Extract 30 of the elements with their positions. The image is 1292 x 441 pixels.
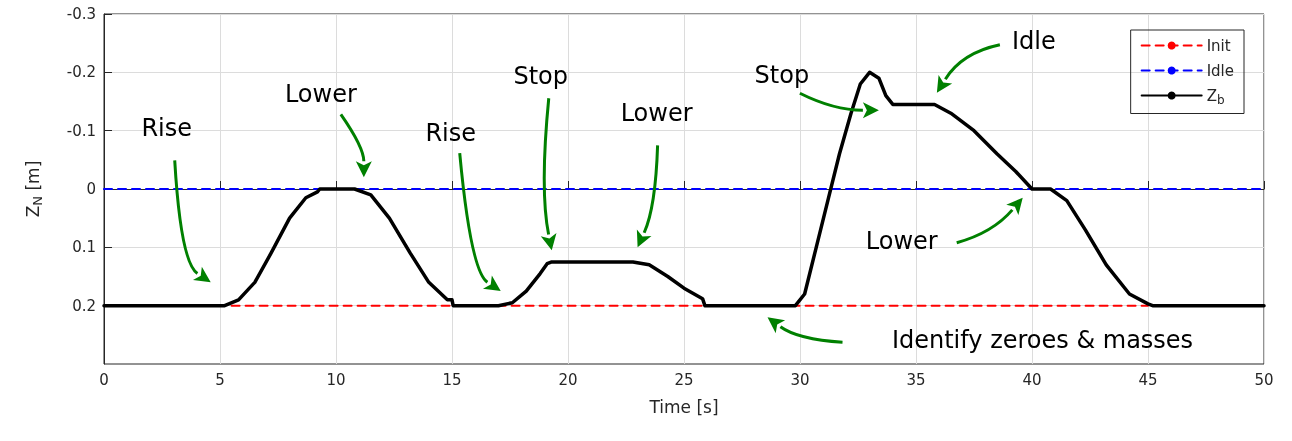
y-tick-label: 0.1 — [72, 238, 96, 257]
annotation: Rise — [425, 119, 477, 148]
annotation: Stop — [754, 61, 810, 90]
x-tick-label: 40 — [1022, 370, 1042, 389]
annotation: Identify zeroes & masses — [891, 326, 1194, 355]
annotation: Idle — [1012, 26, 1056, 55]
x-tick-label: 5 — [215, 370, 225, 389]
y-tick-label: -0.2 — [66, 63, 96, 82]
x-tick-label: 20 — [558, 370, 578, 389]
x-tick-label: 30 — [790, 370, 810, 389]
x-tick-label: 0 — [99, 370, 109, 389]
x-tick-label: 45 — [1138, 370, 1158, 389]
y-tick-label: -0.1 — [66, 121, 96, 140]
x-tick-label: 10 — [326, 370, 346, 389]
y-tick-label: -0.3 — [66, 5, 96, 23]
y-tick-label: 0.2 — [72, 296, 96, 315]
x-tick-label: 50 — [1254, 370, 1274, 389]
annotation: Rise — [141, 114, 193, 143]
annotation: Lower — [620, 99, 693, 128]
x-tick-label: 15 — [442, 370, 462, 389]
y-tick-label: 0 — [86, 180, 96, 198]
annotation: Lower — [284, 80, 357, 109]
x-axis-title: Time [s] — [648, 396, 719, 417]
y-axis-title: ZN [m] — [22, 160, 45, 218]
legend-label: Idle — [1206, 61, 1234, 80]
annotation: Lower — [865, 226, 938, 255]
legend-label: Init — [1206, 36, 1231, 55]
x-tick-label: 35 — [906, 370, 926, 389]
x-tick-label: 25 — [674, 370, 694, 389]
annotation: Stop — [513, 62, 569, 91]
